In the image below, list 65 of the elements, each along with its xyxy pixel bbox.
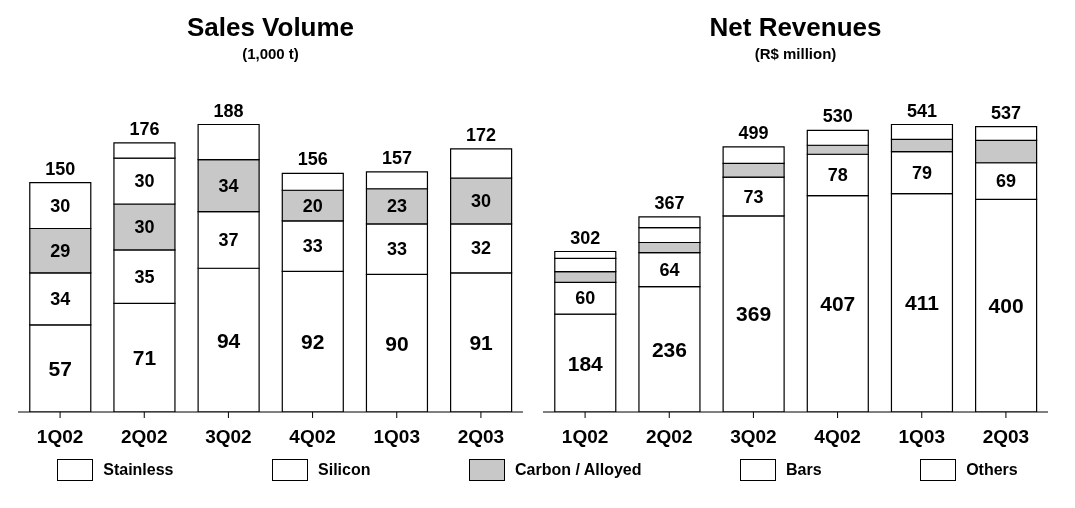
- x-tick-label: 4Q02: [814, 426, 861, 448]
- data-label: 411: [905, 291, 940, 315]
- total-label: 541: [906, 100, 937, 121]
- chart-subtitle: (R$ million): [753, 45, 838, 62]
- data-label: 30: [134, 216, 155, 237]
- data-label: 90: [385, 331, 409, 355]
- x-tick-label: 3Q02: [730, 426, 777, 448]
- data-label: 30: [471, 190, 492, 211]
- data-label: 20: [302, 195, 323, 216]
- x-tick-label: 3Q02: [205, 426, 252, 448]
- x-tick-label: 1Q03: [898, 426, 945, 448]
- data-label: 30: [134, 171, 155, 192]
- chart-subtitle: (1,000 t): [241, 45, 300, 62]
- data-label: 91: [469, 330, 494, 354]
- x-tick-label: 2Q03: [982, 426, 1030, 448]
- total-label: 172: [466, 124, 497, 145]
- total-label: 530: [822, 106, 853, 127]
- total-label: 156: [297, 149, 328, 170]
- x-tick-label: 2Q02: [121, 426, 168, 448]
- x-tick-label: 1Q03: [373, 426, 420, 448]
- total-label: 176: [129, 118, 160, 139]
- data-label: 23: [386, 196, 407, 217]
- total-label: 188: [213, 100, 244, 121]
- total-label: 157: [381, 147, 412, 168]
- legend-label: Carbon / Alloyed: [515, 461, 642, 479]
- data-label: 33: [302, 236, 323, 257]
- data-label: 73: [743, 186, 764, 207]
- data-label: 400: [988, 294, 1024, 318]
- data-label: 369: [736, 302, 772, 326]
- chart-title: Net Revenues: [708, 12, 883, 43]
- x-tick-label: 1Q02: [561, 426, 609, 448]
- data-label: 92: [301, 330, 325, 354]
- data-label: 32: [471, 238, 492, 259]
- data-label: 64: [659, 259, 680, 280]
- data-label: 71: [132, 346, 157, 370]
- legend-label: Bars: [786, 461, 822, 479]
- data-label: 69: [996, 171, 1017, 192]
- legend-label: Stainless: [103, 461, 174, 479]
- total-label: 537: [991, 102, 1022, 123]
- legend-label: Others: [966, 461, 1018, 479]
- legend-label: Silicon: [318, 461, 371, 479]
- data-label: 34: [218, 175, 239, 196]
- data-label: 236: [651, 337, 687, 361]
- x-tick-label: 4Q02: [289, 426, 336, 448]
- data-label: 57: [48, 356, 72, 380]
- data-label: 78: [827, 164, 848, 185]
- data-label: 29: [50, 240, 71, 261]
- data-label: 407: [820, 292, 856, 316]
- data-label: 30: [50, 195, 71, 216]
- data-label: 34: [50, 288, 71, 309]
- data-label: 184: [567, 351, 604, 375]
- data-label: 35: [134, 266, 155, 287]
- data-label: 79: [911, 162, 932, 183]
- total-label: 367: [654, 192, 685, 213]
- data-label: 37: [218, 229, 239, 250]
- x-tick-label: 1Q02: [36, 426, 84, 448]
- chart-title: Sales Volume: [185, 12, 356, 43]
- data-label: 94: [216, 328, 241, 352]
- data-label: 33: [386, 239, 407, 260]
- total-label: 150: [45, 158, 76, 179]
- total-label: 499: [738, 122, 769, 143]
- x-tick-label: 2Q03: [457, 426, 505, 448]
- data-label: 60: [575, 288, 596, 309]
- x-tick-label: 2Q02: [646, 426, 693, 448]
- total-label: 302: [570, 227, 601, 248]
